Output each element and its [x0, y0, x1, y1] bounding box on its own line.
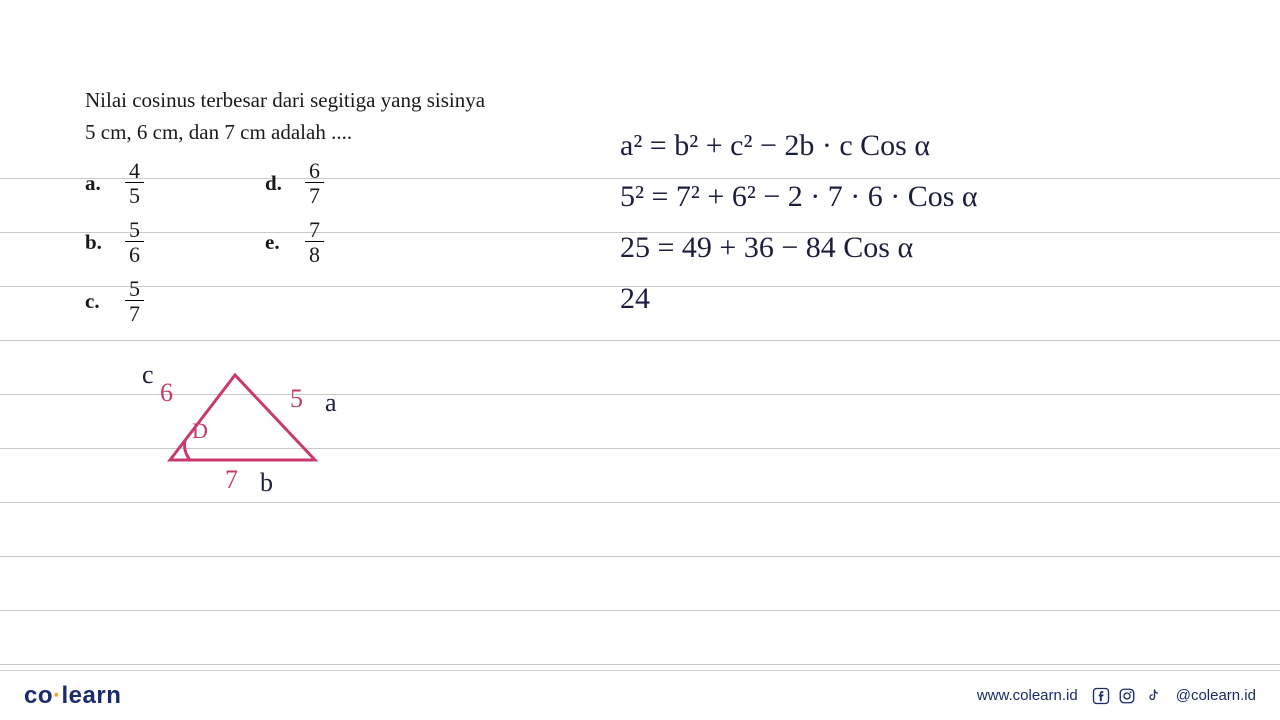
option-label-a: a.: [85, 168, 107, 200]
question-line1: Nilai cosinus terbesar dari segitiga yan…: [85, 88, 485, 112]
question-line2: 5 cm, 6 cm, dan 7 cm adalah ....: [85, 120, 352, 144]
footer-right: www.colearn.id @colearn.id: [977, 687, 1256, 705]
workings-block: a² = b² + c² − 2b · c Cos α 5² = 7² + 6²…: [620, 120, 978, 324]
working-line-1: a² = b² + c² − 2b · c Cos α: [620, 120, 978, 171]
question-text: Nilai cosinus terbesar dari segitiga yan…: [85, 85, 565, 148]
footer-url[interactable]: www.colearn.id: [977, 687, 1078, 704]
working-line-3: 25 = 49 + 36 − 84 Cos α: [620, 222, 978, 273]
tiktok-icon[interactable]: [1144, 687, 1162, 705]
angle-label: D: [192, 418, 208, 444]
logo-left: co: [24, 682, 53, 709]
fraction-e: 7 8: [305, 219, 324, 266]
side-a-label: a: [325, 388, 337, 418]
fraction-d: 6 7: [305, 160, 324, 207]
question-block: Nilai cosinus terbesar dari segitiga yan…: [85, 85, 565, 325]
facebook-icon[interactable]: [1092, 687, 1110, 705]
option-label-b: b.: [85, 227, 107, 259]
fraction-a: 4 5: [125, 160, 144, 207]
fraction-b: 5 6: [125, 219, 144, 266]
fraction-c: 5 7: [125, 278, 144, 325]
option-d: d. 6 7: [265, 160, 445, 207]
option-b: b. 5 6: [85, 219, 265, 266]
logo-dot: ·: [53, 682, 62, 709]
option-label-e: e.: [265, 227, 287, 259]
working-line-4: 24: [620, 273, 978, 324]
option-a: a. 4 5: [85, 160, 265, 207]
side-a-value: 5: [290, 384, 303, 414]
instagram-icon[interactable]: [1118, 687, 1136, 705]
logo: co·learn: [24, 682, 121, 710]
side-c-value: 6: [160, 378, 173, 408]
side-c-label: c: [142, 360, 154, 390]
triangle-diagram: 6 c 5 a 7 b D: [130, 360, 390, 530]
option-label-d: d.: [265, 168, 287, 200]
side-b-label: b: [260, 468, 273, 498]
logo-right: learn: [62, 682, 122, 709]
option-e: e. 7 8: [265, 219, 445, 266]
footer-bar: co·learn www.colearn.id @colearn.id: [0, 670, 1280, 720]
option-c: c. 5 7: [85, 278, 265, 325]
option-label-c: c.: [85, 286, 107, 318]
options-grid: a. 4 5 d. 6 7 b. 5 6 e. 7 8: [85, 160, 565, 325]
working-line-2: 5² = 7² + 6² − 2 · 7 · 6 · Cos α: [620, 171, 978, 222]
side-b-value: 7: [225, 465, 238, 495]
footer-handle[interactable]: @colearn.id: [1176, 687, 1256, 704]
social-icons: [1092, 687, 1162, 705]
